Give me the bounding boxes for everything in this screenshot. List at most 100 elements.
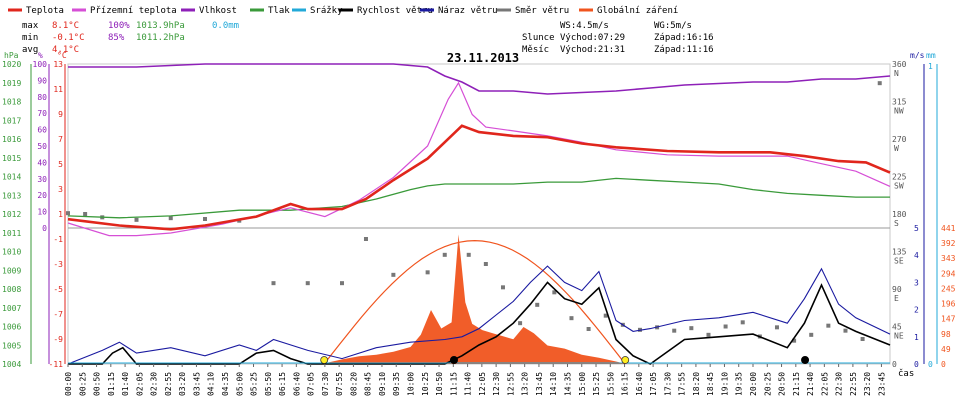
radiation-tick: 98 bbox=[941, 330, 951, 339]
radiation-tick: 392 bbox=[941, 239, 956, 248]
x-tick-label: 15:25 bbox=[592, 372, 601, 396]
wind-direction-point bbox=[569, 316, 574, 321]
wind-direction-point bbox=[792, 338, 797, 343]
x-tick-label: 12:30 bbox=[492, 372, 501, 396]
temperature-tick: -5 bbox=[53, 285, 63, 294]
wind-tick: 2 bbox=[914, 306, 919, 315]
wind-direction-point bbox=[843, 328, 848, 333]
stat-min-press: 1011.2hPa bbox=[136, 33, 185, 43]
x-tick-label: 10:50 bbox=[435, 372, 444, 396]
wind-direction-point bbox=[363, 237, 368, 241]
x-tick-label: 07:30 bbox=[321, 372, 330, 396]
x-tick-label: 10:25 bbox=[421, 372, 430, 396]
legend-label: Směr větru bbox=[515, 6, 569, 16]
x-tick-label: 12:55 bbox=[506, 372, 515, 396]
humidity-tick: 50 bbox=[37, 142, 47, 151]
x-tick-label: 20:00 bbox=[749, 372, 758, 396]
direction-tick: 90 bbox=[892, 285, 902, 294]
direction-tick: 360 bbox=[892, 60, 907, 69]
x-axis-label: čas bbox=[898, 368, 914, 379]
pressure-tick: 1015 bbox=[2, 154, 21, 163]
x-tick-label: 11:15 bbox=[449, 372, 458, 396]
wind-tick: 3 bbox=[914, 278, 919, 287]
wind-tick: 1 bbox=[914, 333, 919, 342]
rain-tick: 1 bbox=[928, 62, 933, 71]
x-tick-label: 03:45 bbox=[192, 372, 201, 396]
wind-tick: 5 bbox=[914, 224, 919, 233]
temperature-tick: -3 bbox=[53, 260, 63, 269]
x-tick-label: 00:50 bbox=[93, 372, 102, 396]
x-tick-label: 02:05 bbox=[135, 372, 144, 396]
legend-label: Tlak bbox=[268, 6, 290, 16]
pressure-tick: 1006 bbox=[2, 323, 21, 332]
legend-label: Rychlost větru bbox=[357, 6, 433, 16]
x-tick-label: 08:45 bbox=[364, 372, 373, 396]
pressure-tick: 1004 bbox=[2, 360, 21, 369]
x-tick-label: 20:25 bbox=[763, 372, 772, 396]
wind-gust-line bbox=[67, 265, 891, 365]
wind-speed-line bbox=[68, 281, 891, 365]
sunset-marker bbox=[621, 356, 630, 364]
temperature-tick: -9 bbox=[53, 335, 63, 344]
pressure-tick: 1016 bbox=[2, 135, 21, 144]
stat-max-press: 1013.9hPa bbox=[136, 21, 185, 31]
radiation-area bbox=[321, 234, 627, 364]
wind-direction-point bbox=[860, 337, 865, 341]
wind-direction-point bbox=[689, 326, 694, 331]
x-tick-label: 16:40 bbox=[635, 372, 644, 396]
humidity-unit: % bbox=[38, 51, 43, 60]
x-tick-label: 11:40 bbox=[464, 372, 473, 396]
x-tick-label: 08:20 bbox=[349, 372, 358, 396]
wind-direction-point bbox=[483, 262, 488, 266]
temperature-tick: 1 bbox=[58, 210, 63, 219]
x-tick-label: 22:30 bbox=[835, 372, 844, 396]
pressure-tick: 1020 bbox=[2, 60, 21, 69]
humidity-tick: 70 bbox=[37, 109, 47, 118]
wind-tick: 4 bbox=[914, 251, 919, 260]
x-tick-label: 05:00 bbox=[235, 372, 244, 396]
direction-tick: 180 bbox=[892, 210, 907, 219]
x-tick-label: 05:25 bbox=[250, 372, 259, 396]
direction-tick: 225 bbox=[892, 173, 907, 182]
temperature-tick: -11 bbox=[49, 360, 64, 369]
wind-direction-point bbox=[774, 325, 779, 330]
wind-direction-point bbox=[83, 212, 88, 216]
x-tick-label: 19:35 bbox=[735, 372, 744, 396]
direction-label: SE bbox=[894, 257, 904, 266]
humidity-tick: 100 bbox=[33, 60, 48, 69]
legend-label: Náraz větru bbox=[438, 6, 498, 16]
direction-label: W bbox=[894, 144, 899, 153]
temperature-tick: 9 bbox=[58, 110, 63, 119]
x-tick-label: 03:20 bbox=[178, 372, 187, 396]
stat-avg-temp: 4.1°C bbox=[52, 45, 79, 55]
chart-title: 23.11.2013 bbox=[447, 51, 519, 65]
wind-direction-point bbox=[672, 328, 677, 333]
radiation-tick: 0 bbox=[941, 360, 946, 369]
pressure-tick: 1009 bbox=[2, 266, 21, 275]
temperature-tick: -7 bbox=[53, 310, 63, 319]
direction-label: NE bbox=[894, 332, 904, 341]
ground-temperature-line bbox=[67, 81, 891, 237]
stats-block: max 8.1°C 100% 1013.9hPa 0.0mm min -0.1°… bbox=[22, 21, 239, 55]
x-tick-label: 16:15 bbox=[621, 372, 630, 396]
radiation-tick: 49 bbox=[941, 345, 951, 354]
x-tick-label: 04:10 bbox=[207, 372, 216, 396]
pressure-tick: 1010 bbox=[2, 248, 21, 257]
direction-tick: 135 bbox=[892, 248, 907, 257]
wind-direction-point bbox=[603, 313, 608, 318]
humidity-tick: 20 bbox=[37, 191, 47, 200]
wind-direction-point bbox=[877, 81, 882, 86]
wind-direction-point bbox=[425, 270, 430, 275]
stat-min-temp: -0.1°C bbox=[52, 33, 85, 43]
wind-direction-point bbox=[740, 320, 745, 325]
humidity-tick: 10 bbox=[37, 208, 47, 217]
wind-direction-point bbox=[552, 290, 557, 295]
rain-unit: mm bbox=[926, 51, 936, 60]
direction-label: N bbox=[894, 69, 899, 78]
direction-tick: 45 bbox=[892, 323, 902, 332]
pressure-tick: 1012 bbox=[2, 210, 21, 219]
x-tick-label: 06:40 bbox=[292, 372, 301, 396]
humidity-tick: 40 bbox=[37, 158, 47, 167]
wind-direction-point bbox=[500, 285, 505, 290]
plot-area bbox=[66, 63, 891, 365]
